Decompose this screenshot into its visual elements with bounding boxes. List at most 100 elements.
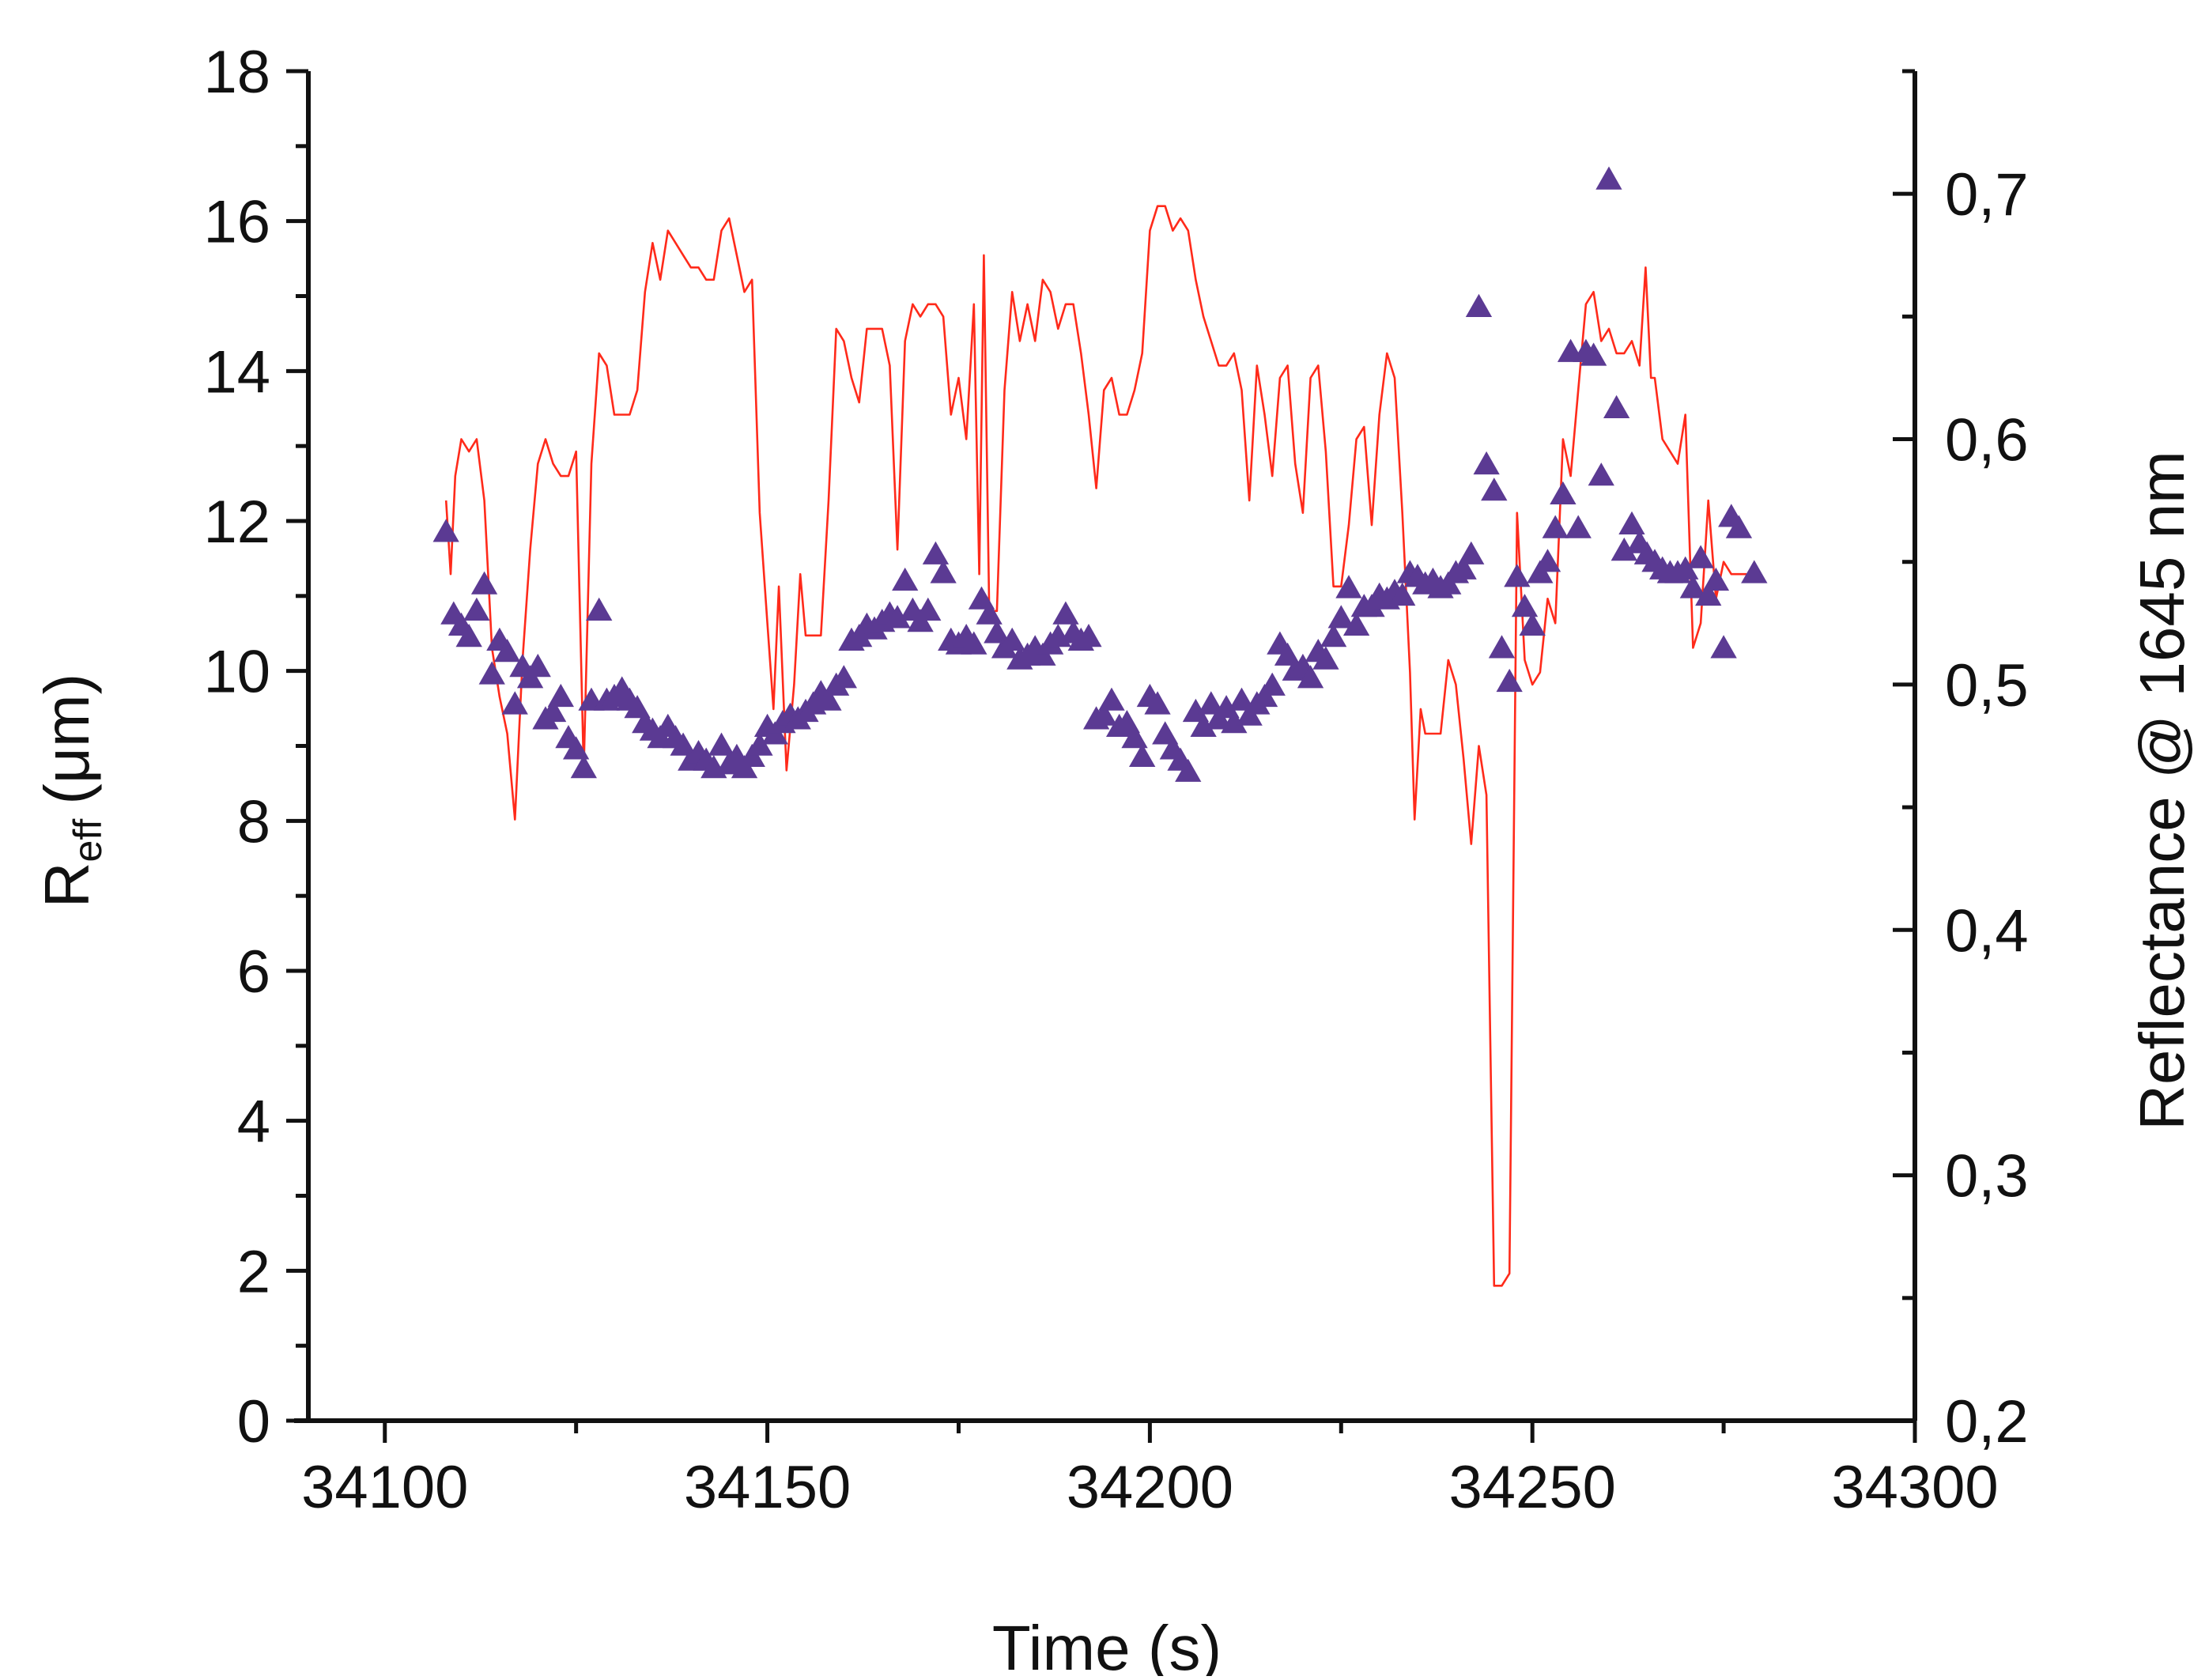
reff-point: [1297, 665, 1324, 689]
y2-tick-label: 0,7: [1945, 161, 2029, 228]
reff-point: [999, 627, 1025, 651]
y-axis-title: Reff (μm): [32, 674, 110, 908]
reff-point: [455, 624, 482, 647]
reff-point: [463, 597, 490, 621]
reff-point: [1144, 691, 1171, 715]
y-axis-title-subscript: eff: [66, 819, 110, 863]
reff-point: [1481, 478, 1508, 501]
reff-point: [892, 567, 919, 591]
x-tick-label: 34200: [1067, 1454, 1233, 1521]
reff-point: [493, 639, 521, 663]
y2-tick-label: 0,4: [1945, 897, 2029, 965]
reff-point: [1175, 758, 1202, 782]
reff-point: [1519, 612, 1546, 636]
y2-tick-label: 0,3: [1945, 1143, 2029, 1210]
reff-point: [1496, 668, 1523, 693]
reff-point: [570, 755, 597, 779]
reff-point: [930, 560, 957, 583]
reff-point: [563, 736, 590, 760]
reff-point: [708, 732, 735, 756]
reff-point: [547, 683, 574, 708]
reff-point: [1473, 451, 1500, 475]
reff-point: [746, 732, 773, 756]
reff-point: [1603, 395, 1630, 418]
reff-point: [1565, 515, 1592, 538]
reff-point: [1259, 672, 1286, 696]
label-layer: Time (s) Reff (μm) Reflectance @ 1645 nm: [32, 451, 2197, 1680]
reff-point: [1090, 702, 1117, 726]
reff-point: [1618, 511, 1645, 534]
reff-point: [432, 519, 459, 542]
reff-point: [1534, 549, 1561, 572]
reff-point: [524, 653, 551, 678]
axis-layer: 34100 34150 34200 34250 34300 0 2 4 6 8 10 12 14 16 18…: [203, 39, 2028, 1521]
y-tick-label: 14: [203, 338, 270, 406]
y-tick-label: 10: [203, 639, 270, 706]
reff-point: [1702, 567, 1730, 591]
reff-point: [1595, 166, 1622, 190]
reff-point: [1075, 624, 1102, 647]
reff-point: [884, 605, 911, 629]
reff-point: [830, 665, 857, 689]
reff-point: [470, 571, 498, 595]
y2-tick-label: 0,5: [1945, 652, 2029, 719]
reff-point: [1687, 545, 1714, 568]
reff-point: [1725, 515, 1753, 538]
reff-point: [1312, 646, 1339, 670]
reff-point: [1190, 713, 1217, 737]
y-tick-label: 6: [237, 938, 270, 1006]
x-tick-label: 34300: [1831, 1454, 1998, 1521]
reff-point: [1542, 515, 1569, 538]
x-tick-label: 34150: [684, 1454, 851, 1521]
reff-point: [815, 687, 842, 711]
reff-point: [1679, 575, 1707, 598]
reff-point: [1672, 556, 1699, 580]
y2-axis-title: Reflectance @ 1645 nm: [2127, 451, 2197, 1130]
y-tick-label: 0: [237, 1388, 270, 1455]
reff-point: [915, 597, 942, 621]
svg-text:Reff(μm): Reff (μm): [32, 674, 110, 908]
reff-point: [1741, 560, 1768, 583]
reff-point: [1221, 710, 1248, 734]
reff-point: [1335, 575, 1362, 598]
reff-point: [1580, 342, 1607, 366]
x-tick-label: 34100: [301, 1454, 468, 1521]
x-tick-label: 34250: [1449, 1454, 1616, 1521]
reff-point: [1465, 293, 1493, 317]
reff-point: [478, 661, 505, 685]
reff-point: [501, 691, 528, 715]
reff-point: [1052, 601, 1079, 625]
reff-point: [961, 631, 987, 655]
reff-point: [1327, 605, 1354, 629]
x-axis-title: Time (s): [992, 1613, 1222, 1676]
reff-point: [1710, 635, 1737, 659]
y-axis-title-base: R: [32, 862, 102, 908]
reff-point: [1695, 582, 1722, 606]
reff-point: [1098, 687, 1125, 711]
reff-point: [1121, 725, 1148, 749]
reff-point: [586, 597, 613, 621]
y-tick-label: 12: [203, 489, 270, 556]
reff-point: [1129, 743, 1156, 767]
reff-point: [1389, 582, 1416, 606]
reff-point: [922, 541, 950, 564]
reff-point: [1550, 481, 1577, 504]
y-tick-label: 8: [237, 788, 270, 855]
plot-layer: [432, 166, 1768, 1287]
reff-point: [1320, 624, 1347, 647]
reff-point: [540, 698, 567, 723]
y-tick-label: 4: [237, 1089, 270, 1156]
reflectance-line: [444, 205, 1747, 1287]
reff-point: [1343, 612, 1370, 636]
y-tick-label: 18: [203, 39, 270, 106]
reff-point: [1511, 594, 1539, 617]
reff-point: [1610, 537, 1637, 561]
reff-point: [1488, 635, 1516, 659]
reff-point: [1450, 556, 1477, 580]
y-tick-label: 2: [237, 1238, 270, 1305]
y2-tick-label: 0,6: [1945, 407, 2029, 474]
reff-point: [976, 601, 1003, 625]
y-axis-title-unit: (μm): [32, 674, 102, 805]
